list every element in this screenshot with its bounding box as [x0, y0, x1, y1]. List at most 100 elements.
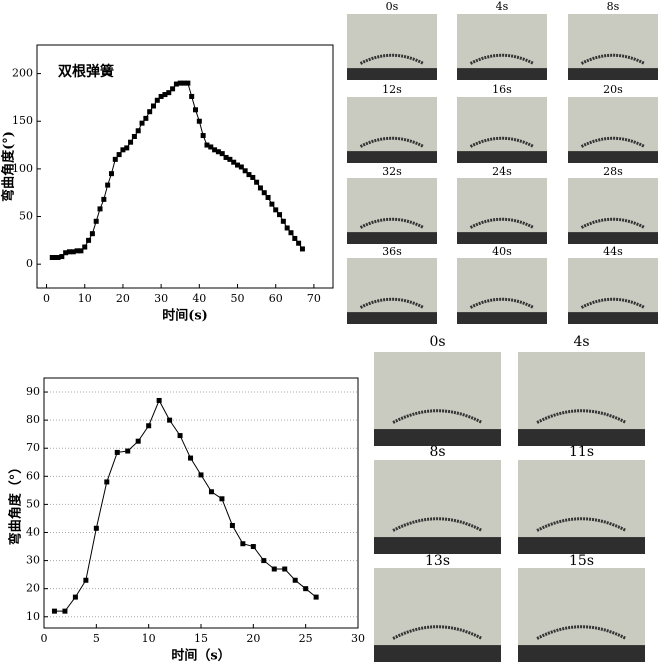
x-tick-label: 70 — [307, 292, 321, 305]
data-point — [185, 80, 191, 86]
data-point — [261, 558, 267, 564]
spring — [469, 297, 535, 309]
photo-floor — [457, 68, 547, 80]
photo-panel: 15s — [518, 553, 645, 662]
x-tick-label: 25 — [299, 632, 313, 645]
y-tick-label: 10 — [26, 610, 40, 623]
x-tick-label: 10 — [142, 632, 156, 645]
data-line — [52, 82, 303, 259]
y-tick-label: 40 — [26, 525, 40, 538]
data-point — [271, 566, 277, 572]
data-point — [150, 103, 156, 109]
data-point — [51, 255, 57, 261]
data-point — [280, 218, 286, 224]
photo-panel: 13s — [374, 553, 501, 662]
data-point — [83, 577, 89, 583]
x-tick-label: 5 — [93, 632, 100, 645]
data-point — [146, 423, 152, 429]
data-point — [277, 212, 283, 218]
data-point — [219, 496, 225, 502]
data-point — [125, 448, 131, 454]
data-point — [177, 80, 183, 86]
photo-panel: 16s — [457, 83, 547, 163]
data-point — [93, 218, 99, 224]
spring — [469, 217, 535, 229]
photo-label: 8s — [429, 444, 445, 460]
y-tick-label: 90 — [26, 385, 40, 398]
data-point — [131, 133, 137, 139]
data-point — [177, 433, 183, 439]
data-point — [292, 577, 298, 583]
data-point — [212, 147, 218, 153]
photo-label: 8s — [607, 0, 620, 13]
y-tick-label: 20 — [26, 582, 40, 595]
data-point — [242, 168, 248, 174]
data-point — [235, 162, 241, 168]
data-point — [62, 608, 68, 614]
photo-panel: 8s — [374, 444, 501, 554]
photo-panel: 12s — [347, 83, 437, 163]
photo-panel: 4s — [518, 334, 645, 446]
spring — [469, 53, 535, 65]
data-point — [74, 248, 80, 254]
data-point — [112, 156, 118, 162]
photo-floor — [457, 232, 547, 244]
data-point — [89, 231, 95, 237]
data-point — [240, 541, 246, 547]
data-point — [170, 86, 176, 92]
data-point — [246, 172, 252, 178]
photo-floor — [518, 537, 645, 554]
y-axis-label: 弯曲角度（°） — [8, 461, 24, 546]
data-point — [93, 525, 99, 531]
y-tick-label: 50 — [26, 497, 40, 510]
spring — [392, 625, 483, 640]
photo-label: 0s — [429, 334, 445, 350]
data-line — [54, 399, 317, 612]
data-point — [257, 185, 263, 191]
data-point — [303, 586, 309, 592]
photo-floor — [568, 232, 658, 244]
photo-panel: 44s — [568, 245, 658, 324]
data-point — [231, 159, 237, 165]
photo-floor — [568, 151, 658, 163]
photo-label: 16s — [492, 83, 512, 96]
data-point — [120, 147, 126, 153]
photo-label: 11s — [569, 444, 594, 460]
spring — [580, 297, 646, 309]
data-point — [66, 249, 72, 255]
photo-label: 4s — [496, 0, 509, 13]
data-point — [63, 250, 69, 256]
spring — [359, 217, 425, 229]
data-point — [55, 255, 61, 261]
data-point — [189, 93, 195, 99]
x-tick-label: 60 — [269, 292, 283, 305]
photo-label: 32s — [382, 165, 402, 178]
data-point — [128, 139, 134, 145]
spring — [536, 517, 627, 532]
photo-label: 20s — [603, 83, 623, 96]
data-point — [265, 194, 271, 200]
x-tick-label: 10 — [78, 292, 92, 305]
photo-label: 0s — [386, 0, 399, 13]
data-point — [135, 438, 141, 444]
x-tick-label: 30 — [351, 632, 365, 645]
photo-panel: 11s — [518, 444, 645, 554]
data-point — [154, 97, 160, 103]
data-point — [104, 479, 110, 485]
spring — [580, 136, 646, 148]
spring — [536, 625, 627, 640]
x-tick-label: 30 — [154, 292, 168, 305]
data-point — [158, 93, 164, 99]
data-point — [261, 190, 267, 196]
data-point — [204, 142, 210, 148]
photo-label: 40s — [492, 245, 512, 258]
x-tick-label: 0 — [43, 292, 50, 305]
data-point — [208, 144, 214, 150]
y-tick-label: 100 — [12, 162, 33, 175]
data-point — [167, 417, 173, 423]
plot-frame — [43, 377, 359, 629]
photo-floor — [457, 151, 547, 163]
photo-label: 28s — [603, 165, 623, 178]
plot-frame — [36, 44, 334, 289]
